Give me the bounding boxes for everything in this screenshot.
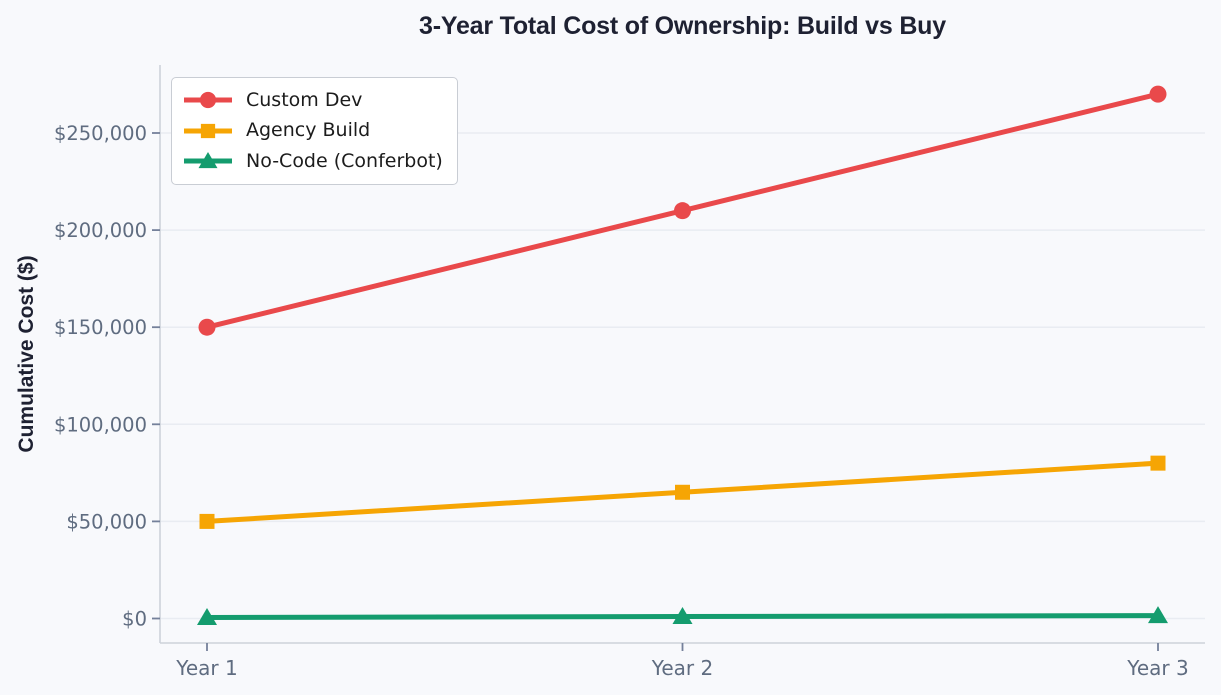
triangle-marker	[1148, 606, 1168, 624]
triangle-marker	[197, 608, 217, 626]
y-tick-label: $0	[122, 608, 147, 631]
circle-marker	[198, 318, 216, 336]
x-axis: Year 1 Year 2 Year 3	[175, 643, 1189, 680]
circle-marker	[1149, 85, 1167, 103]
y-tick-label: $50,000	[66, 510, 147, 533]
chart-title: 3-Year Total Cost of Ownership: Build vs…	[419, 12, 946, 40]
y-axis-title: Cumulative Cost ($)	[15, 255, 38, 453]
circle-legend-sample-icon	[184, 92, 232, 109]
y-tick-label: $100,000	[54, 413, 147, 436]
legend-label: Custom Dev	[246, 88, 363, 111]
series-custom-dev	[198, 85, 1167, 336]
square-legend-sample-icon	[184, 123, 232, 138]
legend-item-custom-dev: Custom Dev	[182, 85, 443, 116]
legend: Custom Dev Agency Build No-Code (Conferbot…	[171, 77, 458, 185]
square-marker	[1150, 455, 1166, 471]
triangle-marker	[198, 152, 218, 169]
legend-label: Agency Build	[246, 119, 371, 142]
y-tick-label: $150,000	[54, 316, 147, 339]
square-marker	[200, 123, 216, 138]
y-tick-label: $250,000	[54, 122, 147, 145]
legend-label: No-Code (Conferbot)	[246, 149, 443, 172]
y-axis: $0 $50,000 $100,000 $150,000 $200,000 $250,00…	[54, 122, 160, 631]
x-tick-label: Year 3	[1126, 656, 1188, 680]
legend-item-no-code-conferbot: No-Code (Conferbot)	[182, 146, 443, 177]
series-agency-build	[199, 455, 1166, 529]
triangle-legend-sample-icon	[184, 152, 232, 169]
square-marker	[675, 484, 690, 500]
circle-marker	[674, 202, 691, 220]
series-no-code-conferbot	[197, 606, 1168, 626]
x-tick-label: Year 1	[175, 656, 237, 680]
legend-item-agency-build: Agency Build	[182, 116, 443, 147]
y-tick-label: $200,000	[54, 219, 147, 242]
x-tick-label: Year 2	[651, 656, 713, 680]
square-marker	[199, 513, 215, 529]
circle-marker	[199, 92, 217, 109]
triangle-marker	[672, 607, 693, 625]
